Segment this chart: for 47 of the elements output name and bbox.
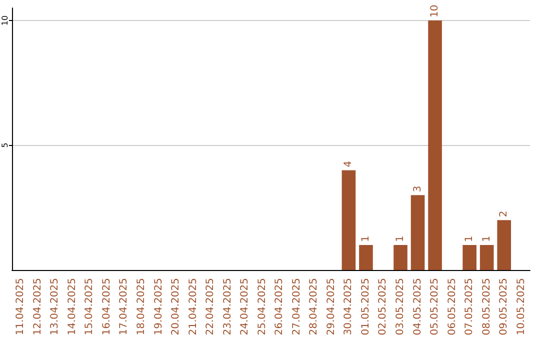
x-tick-label: 18.04.2025 — [136, 278, 147, 336]
x-tick-label: 10.05.2025 — [516, 278, 527, 336]
bar — [480, 245, 494, 270]
x-tick-label: 29.04.2025 — [326, 278, 337, 336]
x-tick-label: 13.04.2025 — [50, 278, 61, 336]
x-tick-label: 11.04.2025 — [15, 278, 26, 336]
data-label: 1 — [481, 236, 492, 242]
x-tick-label: 15.04.2025 — [84, 278, 96, 336]
data-label: 1 — [360, 236, 372, 242]
x-tick-label: 21.04.2025 — [188, 278, 199, 336]
x-tick-label: 03.05.2025 — [395, 278, 406, 336]
data-label: 3 — [412, 186, 424, 192]
x-tick-label: 16.04.2025 — [101, 278, 112, 336]
x-tick-label: 23.04.2025 — [222, 278, 234, 336]
x-tick-label: 05.05.2025 — [430, 278, 441, 336]
x-tick-label: 01.05.2025 — [360, 278, 372, 336]
x-tick-label: 25.04.2025 — [256, 278, 268, 336]
x-tick-label: 30.04.2025 — [343, 278, 354, 336]
x-tick-label: 19.04.2025 — [153, 278, 164, 336]
x-tick-label: 24.04.2025 — [240, 278, 251, 336]
x-tick-label: 22.04.2025 — [205, 278, 216, 336]
x-tick-label: 02.05.2025 — [378, 278, 389, 336]
data-label: 4 — [343, 160, 354, 168]
x-tick-label: 17.04.2025 — [118, 278, 130, 336]
data-label: 1 — [395, 236, 406, 242]
x-tick-label: 14.04.2025 — [66, 278, 78, 336]
data-label: 1 — [464, 236, 476, 242]
bar — [394, 245, 408, 270]
bar — [428, 20, 442, 270]
x-tick-label: 28.04.2025 — [308, 278, 320, 336]
x-tick-label: 07.05.2025 — [464, 278, 476, 336]
data-label: 2 — [498, 210, 510, 218]
bar — [497, 220, 512, 270]
x-tick-label: 08.05.2025 — [481, 278, 492, 336]
bar — [342, 170, 356, 270]
x-tick-label: 20.04.2025 — [170, 278, 182, 336]
x-tick-label: 09.05.2025 — [498, 278, 510, 336]
x-tick-label: 27.04.2025 — [291, 278, 302, 336]
x-tick-label: 06.05.2025 — [446, 278, 458, 336]
x-tick-label: 12.04.2025 — [32, 278, 44, 336]
x-tick-label: 04.05.2025 — [412, 278, 424, 336]
data-label: 10 — [430, 4, 441, 18]
bar — [410, 195, 425, 270]
y-tick-label: 5 — [0, 142, 10, 148]
x-tick-label: 26.04.2025 — [274, 278, 286, 336]
bar — [462, 245, 476, 270]
bar — [359, 245, 373, 270]
